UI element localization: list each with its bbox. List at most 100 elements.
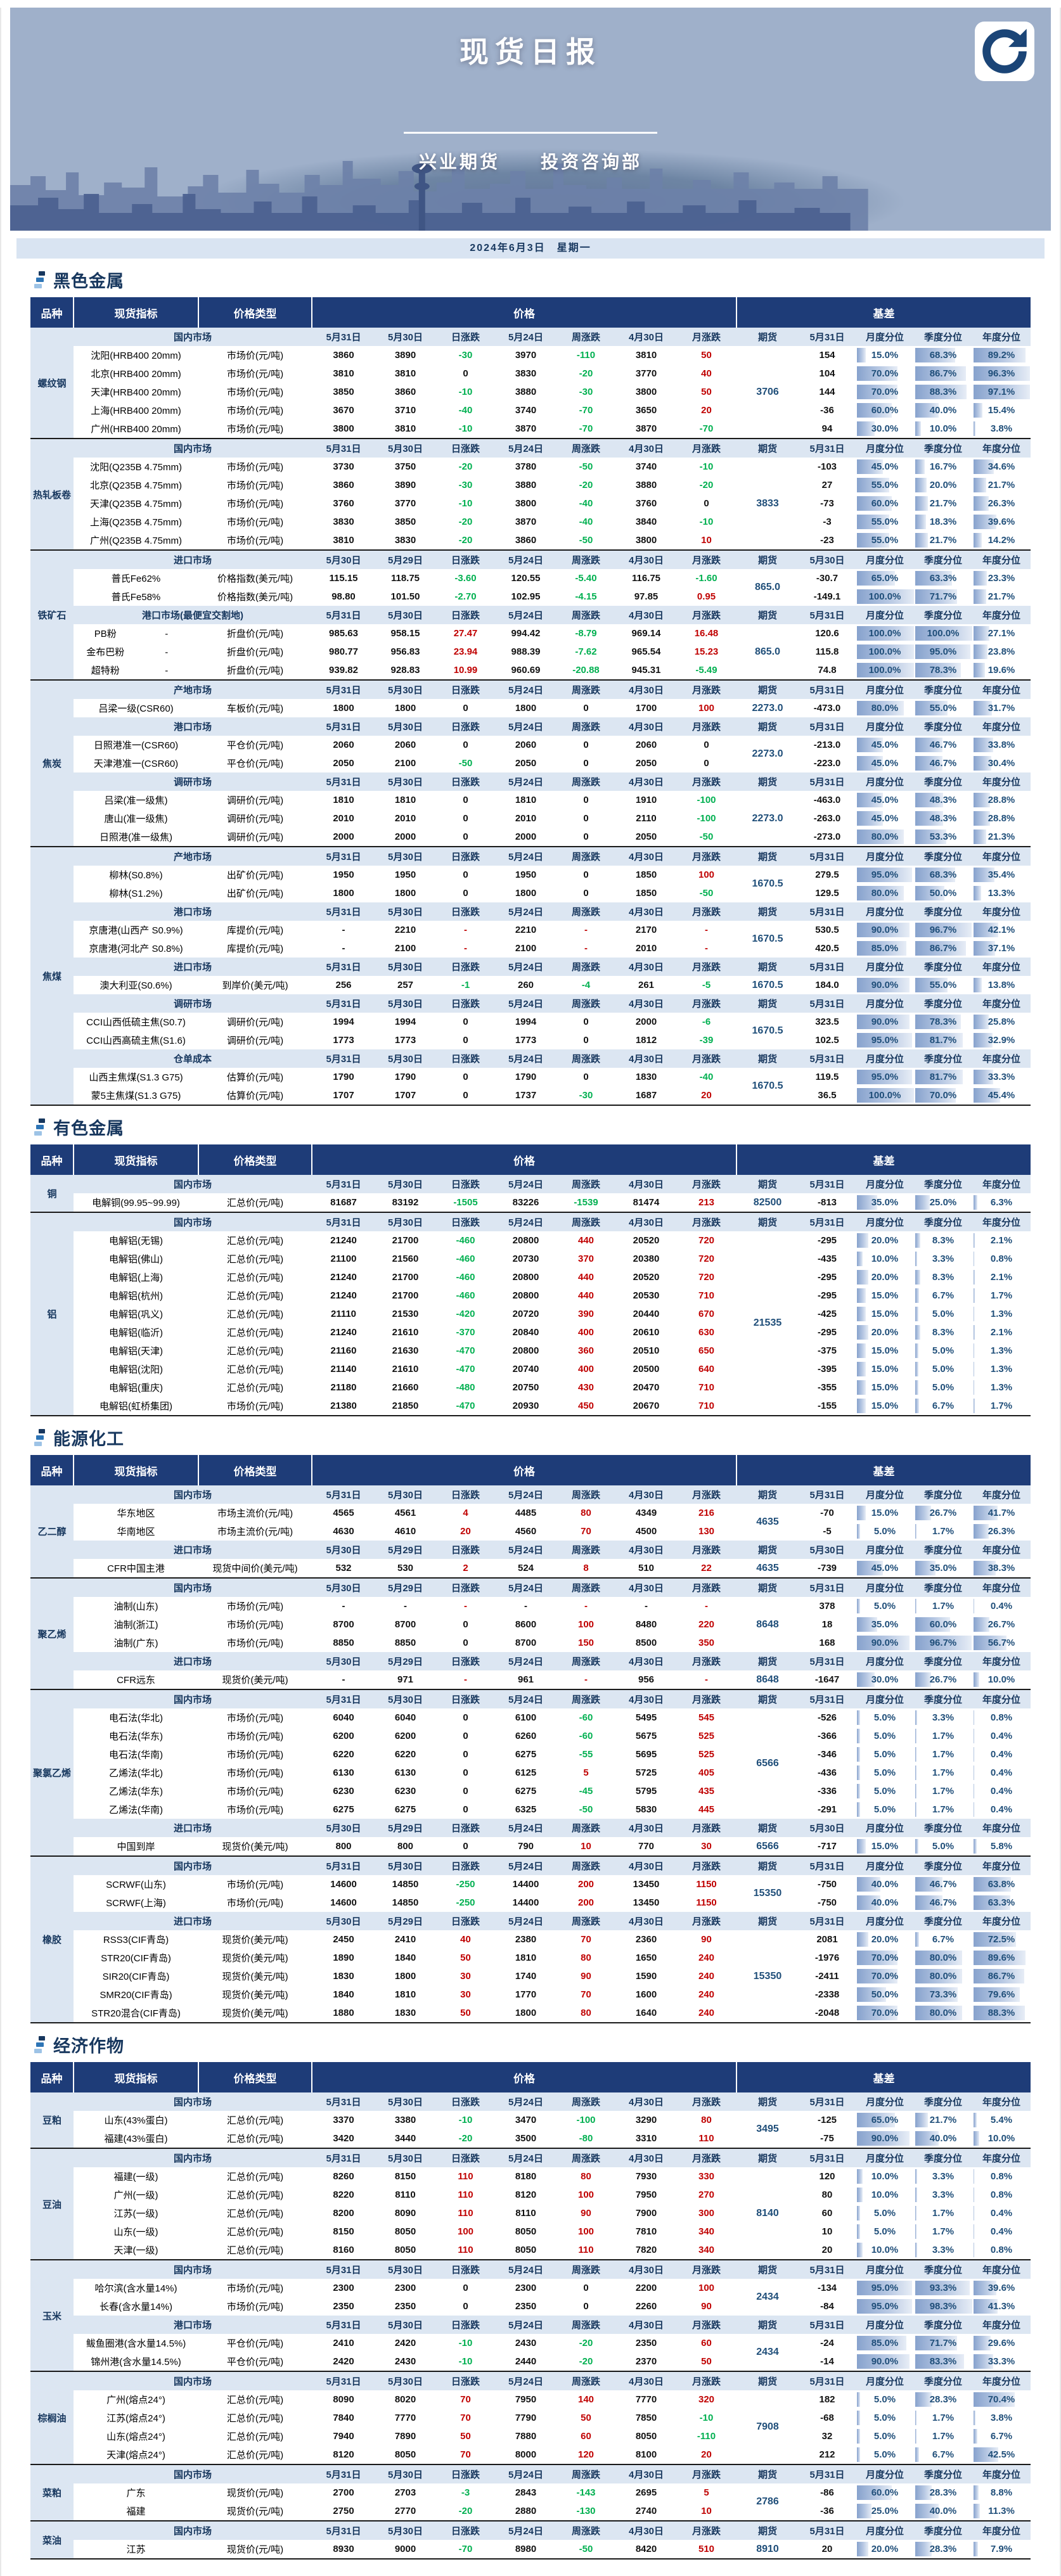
subheader-label: 5月31日 [799,1652,856,1670]
day-change-cell: - [435,1670,496,1689]
yearly-percentile-cell: 29.6% [972,2334,1031,2352]
price-cell: 1800 [496,884,556,902]
subheader-label: 年度分位 [972,1049,1031,1068]
quarterly-percentile-cell: 28.3% [914,2390,972,2409]
yearly-percentile-cell: 33.3% [972,1068,1031,1086]
price-cell: - [312,939,375,958]
subheader-label: 周涨跌 [556,958,616,976]
spot-label: CFR中国主港 [74,1559,198,1578]
subheader-label: 5月31日 [799,439,856,458]
subheader-label: 月度分位 [856,958,914,976]
price-cell: 7790 [496,2409,556,2427]
quarterly-percentile-cell: 16.7% [914,458,972,476]
yearly-percentile-cell: 1.7% [972,1286,1031,1305]
subheader-label: 5月29日 [375,1819,435,1837]
price-cell: 2350 [312,2297,375,2316]
price-type: 市场价(元/吨) [198,1764,312,1782]
yearly-percentile-cell: 13.8% [972,976,1031,994]
subheader-label: 5月31日 [312,1856,375,1875]
subheader-label: 期货 [736,2092,799,2111]
price-cell: 532 [312,1559,375,1578]
yearly-percentile-cell: 2.1% [972,1268,1031,1286]
price-cell: 3380 [375,2111,435,2129]
week-change-cell: 0 [556,2279,616,2297]
price-cell: 2170 [616,921,676,939]
price-cell: 2100 [375,939,435,958]
week-change-cell: 450 [556,1397,616,1416]
price-cell: 7770 [375,2409,435,2427]
price-cell: 3800 [312,420,375,439]
day-change-cell: 0 [435,2297,496,2316]
price-cell: 1800 [496,2004,556,2023]
yearly-percentile-cell: 21.7% [972,476,1031,494]
subheader-label: 5月24日 [496,958,556,976]
price-cell: 13450 [616,1894,676,1912]
subheader-label: 月涨跌 [676,1541,736,1559]
price-type: 现货中间价(美元/吨) [198,1559,312,1578]
basis-value: -2411 [799,1967,856,1985]
subheader-label: 5月24日 [496,1689,556,1708]
monthly-percentile-cell: 20.0% [856,1323,914,1342]
price-type: 现货价(美元/吨) [198,2004,312,2023]
subheader-label: 5月31日 [312,439,375,458]
percentile-data-bar [915,1380,918,1395]
futures-value: 2434 [736,2334,799,2371]
month-change-cell: 50 [676,346,736,364]
price-type: 汇总价(元/吨) [198,1250,312,1268]
monthly-percentile-cell: 90.0% [856,1013,914,1031]
price-cell: 21240 [312,1286,375,1305]
price-cell: 3860 [375,383,435,401]
price-cell: 5495 [616,1708,676,1727]
price-cell: 2200 [616,2279,676,2297]
percentile-data-bar [915,2113,928,2127]
percentile-data-bar [857,1729,860,1743]
week-change-cell: 370 [556,1250,616,1268]
futures-value: 1670.5 [736,921,799,958]
quarterly-percentile-cell: 80.0% [914,2004,972,2023]
price-cell: 3800 [496,494,556,513]
spot-label: 山西主焦煤(S1.3 G75) [74,1068,198,1086]
monthly-percentile-cell: 100.0% [856,624,914,643]
percentile-data-bar [915,459,925,474]
basis-value: -295 [799,1323,856,1342]
week-change-cell: -55 [556,1745,616,1764]
spot-label: 北京(Q235B 4.75mm) [74,476,198,494]
subheader-label: 日涨跌 [435,1049,496,1068]
subheader-label: 5月31日 [799,2260,856,2279]
day-change-cell: -460 [435,1231,496,1250]
price-cell: 4610 [375,1522,435,1541]
quarterly-percentile-cell: 55.0% [914,976,972,994]
spot-label: 上海(HRB400 20mm) [74,401,198,420]
week-change-cell: 400 [556,1360,616,1378]
quarterly-percentile-cell: 1.7% [914,1782,972,1800]
price-cell: 1994 [375,1013,435,1031]
basis-value: -435 [799,1250,856,1268]
week-change-cell: 0 [556,828,616,847]
price-cell: 1640 [616,2004,676,2023]
basis-value: -2338 [799,1985,856,2004]
quarterly-percentile-cell: 46.7% [914,736,972,754]
week-change-cell: 120 [556,2445,616,2464]
quarterly-percentile-cell: 71.7% [914,2334,972,2352]
yearly-percentile-cell: 33.3% [972,2352,1031,2371]
subheader-label: 4月30日 [616,958,676,976]
week-change-cell: 0 [556,1013,616,1031]
percentile-data-bar [915,1839,918,1854]
subheader-label: 年度分位 [972,2371,1031,2390]
monthly-percentile-cell: 20.0% [856,1268,914,1286]
variety-label: 聚氯乙烯 [30,1689,74,1856]
month-change-cell: 5 [676,2483,736,2502]
price-cell: 21240 [312,1231,375,1250]
